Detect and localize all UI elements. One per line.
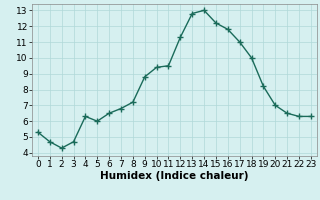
- X-axis label: Humidex (Indice chaleur): Humidex (Indice chaleur): [100, 171, 249, 181]
